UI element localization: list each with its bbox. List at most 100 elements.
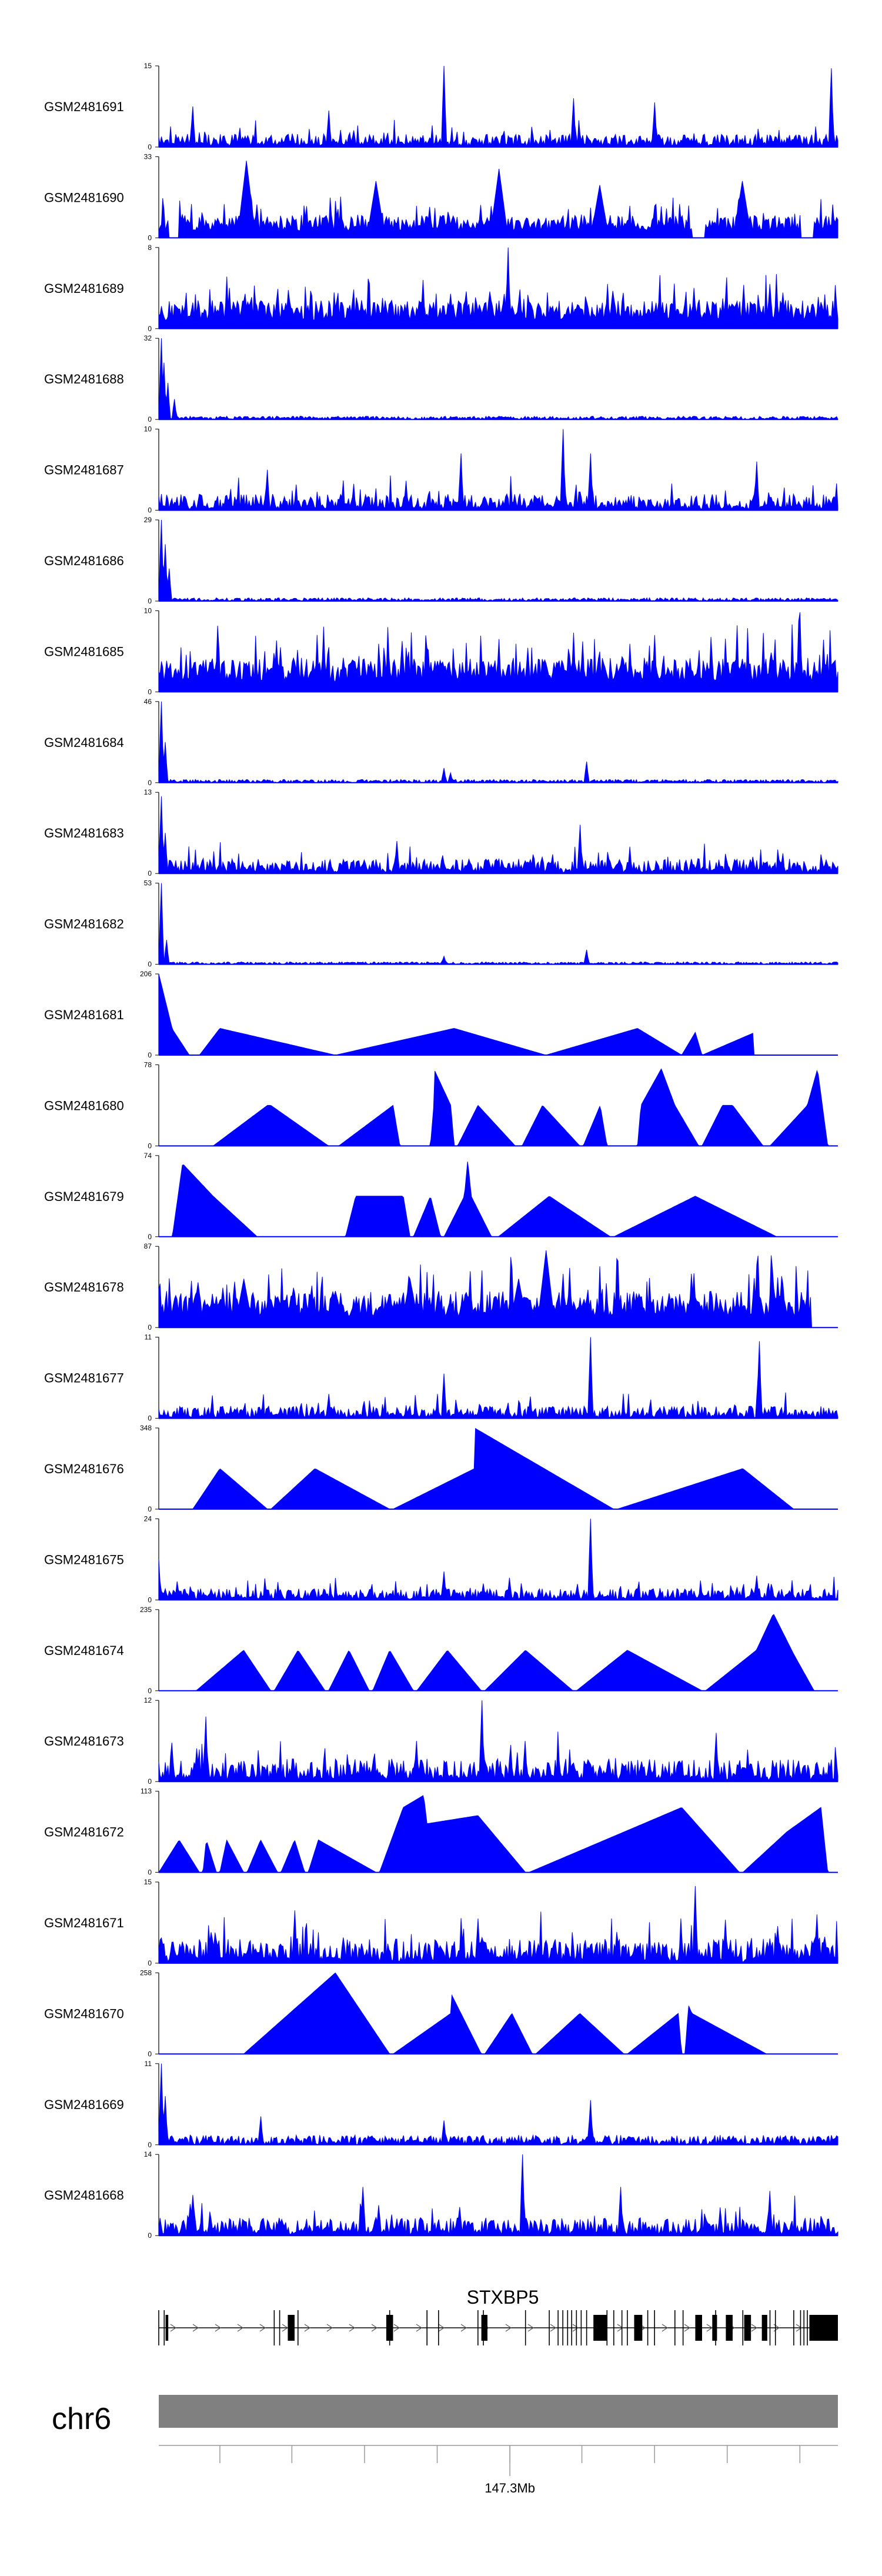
- strand-arrow: [349, 2324, 356, 2332]
- track-GSM2481689: GSM2481689 8 0: [44, 243, 838, 333]
- coverage-area: [158, 338, 838, 421]
- track-label: GSM2481690: [44, 190, 124, 205]
- exon-block: [165, 2315, 169, 2341]
- y-min-label: 0: [148, 1142, 152, 1150]
- strand-arrow: [326, 2324, 333, 2332]
- coverage-area: [158, 161, 838, 238]
- coverage-area: [158, 2154, 838, 2236]
- coverage-area: [158, 1250, 838, 1328]
- track-label: GSM2481681: [44, 1007, 124, 1022]
- strand-arrow: [192, 2324, 199, 2332]
- track-label: GSM2481684: [44, 735, 124, 750]
- y-min-label: 0: [148, 143, 152, 151]
- strand-arrow: [460, 2324, 467, 2332]
- strand-arrow: [438, 2324, 445, 2332]
- coverage-tracks: GSM2481691150GSM2481690330GSM248168980GS…: [44, 62, 838, 2240]
- coverage-area: [159, 1068, 838, 1146]
- strand-arrow: [416, 2324, 423, 2332]
- exon-block: [593, 2315, 607, 2341]
- y-max-label: 14: [144, 2150, 152, 2158]
- track-GSM2481681: GSM2481681 206 0: [44, 970, 838, 1059]
- coverage-area: [158, 883, 838, 965]
- exon-block: [744, 2315, 751, 2341]
- gene-track: STXBP5: [158, 2287, 838, 2345]
- track-GSM2481684: GSM2481684 46 0: [44, 698, 838, 787]
- y-max-label: 206: [140, 970, 152, 978]
- y-max-label: 8: [148, 243, 152, 252]
- track-label: GSM2481691: [44, 99, 124, 114]
- exon-block: [712, 2315, 717, 2341]
- strand-arrow: [304, 2324, 311, 2332]
- y-min-label: 0: [148, 1414, 152, 1423]
- track-GSM2481688: GSM2481688 32 0: [44, 334, 838, 423]
- y-min-label: 0: [148, 1687, 152, 1695]
- strand-arrow: [215, 2324, 222, 2332]
- exon-block: [761, 2315, 767, 2341]
- coverage-area: [158, 796, 838, 874]
- track-GSM2481668: GSM2481668 14 0: [44, 2150, 838, 2240]
- coverage-area: [158, 519, 838, 602]
- chromosome-ideogram: chr6 147.3Mb: [52, 2395, 838, 2495]
- strand-arrow: [796, 2324, 803, 2332]
- strand-arrow: [237, 2324, 244, 2332]
- track-label: GSM2481671: [44, 1916, 124, 1930]
- track-GSM2481677: GSM2481677 11 0: [44, 1333, 838, 1423]
- track-GSM2481691: GSM2481691 15 0: [44, 62, 838, 151]
- track-label: GSM2481668: [44, 2188, 124, 2203]
- y-max-label: 11: [145, 2060, 152, 2068]
- track-GSM2481678: GSM2481678 87 0: [44, 1242, 838, 1332]
- track-GSM2481669: GSM2481669 11 0: [44, 2060, 838, 2149]
- track-label: GSM2481676: [44, 1461, 124, 1476]
- y-max-label: 10: [144, 606, 152, 615]
- track-label: GSM2481680: [44, 1098, 124, 1113]
- track-label: GSM2481682: [44, 917, 124, 932]
- coverage-area: [159, 1428, 838, 1510]
- y-max-label: 78: [144, 1060, 152, 1069]
- track-label: GSM2481686: [44, 553, 124, 568]
- track-GSM2481682: GSM2481682 53 0: [44, 879, 838, 969]
- track-GSM2481680: GSM2481680 78 0: [44, 1060, 838, 1150]
- y-max-label: 74: [144, 1152, 152, 1160]
- coverage-area: [158, 612, 838, 692]
- strand-arrow: [751, 2324, 758, 2332]
- track-GSM2481671: GSM2481671 15 0: [44, 1878, 838, 1967]
- track-GSM2481687: GSM2481687 10 0: [44, 425, 838, 515]
- exon-block: [695, 2315, 702, 2341]
- track-GSM2481685: GSM2481685 10 0: [44, 606, 838, 696]
- y-max-label: 11: [145, 1333, 152, 1342]
- exon-block: [386, 2315, 393, 2341]
- strand-arrow: [505, 2324, 512, 2332]
- exon-block: [288, 2315, 295, 2341]
- gene-name: STXBP5: [467, 2287, 539, 2308]
- y-max-label: 87: [144, 1242, 152, 1250]
- strand-arrow: [259, 2324, 266, 2332]
- strand-arrow: [282, 2324, 289, 2332]
- y-min-label: 0: [148, 2050, 152, 2058]
- y-min-label: 0: [148, 1596, 152, 1604]
- strand-arrow: [527, 2324, 534, 2332]
- y-max-label: 12: [144, 1696, 152, 1704]
- coverage-area: [158, 1519, 838, 1600]
- strand-arrow: [393, 2324, 400, 2332]
- track-label: GSM2481689: [44, 281, 124, 296]
- coverage-area: [158, 1700, 838, 1782]
- y-min-label: 0: [148, 1868, 152, 1877]
- chromosome-band: [159, 2395, 838, 2428]
- coverage-area: [159, 1614, 838, 1691]
- y-min-label: 0: [148, 597, 152, 605]
- y-min-label: 0: [148, 1323, 152, 1332]
- track-label: GSM2481679: [44, 1189, 124, 1204]
- y-min-label: 0: [148, 2231, 152, 2240]
- y-min-label: 0: [148, 1505, 152, 1513]
- track-GSM2481673: GSM2481673 12 0: [44, 1696, 838, 1786]
- y-max-label: 10: [144, 425, 152, 433]
- track-GSM2481674: GSM2481674 235 0: [44, 1606, 838, 1695]
- strand-arrow: [684, 2324, 691, 2332]
- y-max-label: 46: [144, 698, 152, 706]
- y-max-label: 113: [141, 1787, 152, 1796]
- y-max-label: 235: [140, 1606, 152, 1614]
- track-GSM2481679: GSM2481679 74 0: [44, 1152, 838, 1241]
- coverage-area: [158, 1795, 838, 1873]
- strand-arrow: [706, 2324, 713, 2332]
